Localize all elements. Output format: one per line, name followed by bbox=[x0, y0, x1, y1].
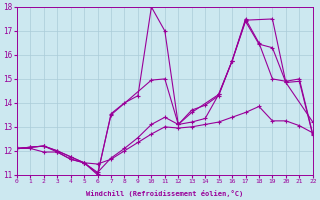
X-axis label: Windchill (Refroidissement éolien,°C): Windchill (Refroidissement éolien,°C) bbox=[86, 190, 244, 197]
